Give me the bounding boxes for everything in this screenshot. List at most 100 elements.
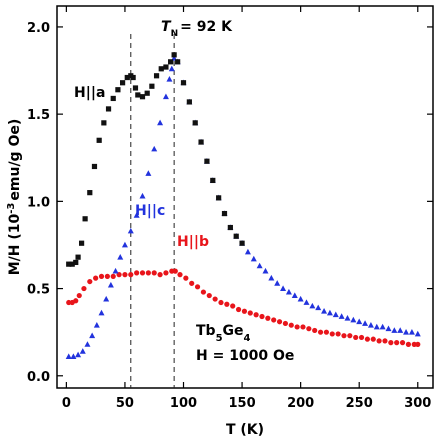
data-point-H-b (323, 329, 330, 335)
data-point-H-b (189, 280, 195, 286)
data-point-H-b (347, 333, 353, 339)
data-point-H-c (309, 302, 316, 309)
data-point-H-c (93, 322, 100, 328)
data-point-H-b (370, 336, 376, 342)
y-tick-label: 0.0 (27, 370, 50, 385)
data-point-H-b (81, 285, 87, 292)
x-tick-label: 100 (170, 396, 197, 411)
data-point-H-c (70, 353, 77, 360)
data-point-H-c (139, 192, 146, 199)
data-point-H-a (101, 120, 107, 126)
series-label-a: H||a (74, 85, 105, 101)
data-point-H-b (224, 301, 230, 307)
data-point-H-b (415, 341, 421, 347)
data-point-H-c (362, 320, 369, 326)
data-point-H-b (241, 308, 248, 314)
data-point-H-c (321, 308, 328, 314)
data-point-H-a (216, 195, 222, 201)
data-point-H-b (382, 338, 388, 344)
data-point-H-c (151, 145, 158, 152)
data-point-H-c (79, 348, 86, 354)
data-point-H-a (198, 139, 204, 145)
data-point-H-b (104, 273, 110, 279)
data-point-H-c (112, 267, 119, 274)
y-tick-label: 1.5 (27, 108, 50, 123)
y-tick-label: 2.0 (27, 21, 50, 36)
data-point-H-b (93, 275, 99, 281)
data-point-H-c (162, 93, 169, 100)
axis-ticks (57, 6, 433, 388)
data-point-H-a (135, 92, 141, 98)
data-point-H-b (122, 272, 128, 278)
data-point-H-b (388, 340, 394, 346)
data-point-H-a (105, 106, 112, 112)
data-point-H-b (282, 320, 289, 327)
data-point-H-b (73, 298, 79, 304)
data-point-H-a (158, 66, 164, 72)
data-point-H-a (87, 190, 93, 196)
data-point-H-a (132, 85, 139, 91)
data-point-H-a (144, 90, 150, 96)
data-point-H-a (124, 74, 130, 81)
tick-labels: 0 50 100 150 200 250 300 0.0 0.5 1.0 1.5 2.0 (27, 21, 431, 411)
data-point-H-c (356, 318, 363, 325)
data-point-H-c (344, 315, 351, 321)
tn-annotation: TN = 92 K (161, 19, 233, 39)
data-point-H-b (294, 324, 300, 330)
data-point-H-a (139, 94, 146, 100)
y-axis-label-part-2: emu/g Oe) (7, 119, 23, 201)
data-point-H-b (145, 270, 151, 276)
y-axis-label-exponent: -3 (6, 203, 17, 214)
data-point-H-b (163, 270, 169, 276)
data-point-H-c (166, 76, 173, 82)
data-point-H-a (163, 64, 169, 70)
data-point-H-c (297, 295, 304, 302)
data-point-H-c (127, 227, 134, 234)
data-point-H-c (157, 119, 164, 126)
data-point-H-b (110, 273, 116, 279)
data-point-H-a (168, 59, 174, 65)
data-point-H-b (259, 313, 265, 320)
data-point-H-c (403, 328, 410, 335)
data-point-H-c (303, 299, 310, 305)
data-point-H-b (317, 329, 324, 335)
data-point-H-b (288, 322, 294, 328)
data-point-H-b (364, 336, 371, 342)
data-point-H-b (98, 273, 105, 279)
data-point-H-c (280, 285, 287, 291)
data-point-H-c (133, 212, 140, 218)
data-point-H-a (180, 80, 187, 86)
tn-annotation-symbol: T (161, 19, 172, 35)
series-label-c: H||c (135, 203, 165, 219)
data-point-H-a (110, 95, 116, 102)
x-tick-label: 300 (404, 396, 431, 411)
data-point-H-b (247, 310, 253, 316)
data-point-H-c (379, 323, 386, 330)
data-marks (65, 52, 421, 360)
data-point-H-c (117, 253, 124, 260)
data-point-H-c (291, 292, 298, 298)
field-label: H = 1000 Oe (196, 348, 294, 364)
data-point-H-c (350, 316, 357, 323)
data-point-H-b (394, 340, 400, 346)
data-point-H-b (399, 340, 406, 346)
data-point-H-c (274, 280, 281, 286)
data-point-H-c (65, 353, 72, 360)
data-point-H-c (385, 325, 392, 332)
data-point-H-a (96, 137, 102, 143)
data-point-H-a (171, 52, 177, 58)
data-point-H-a (186, 99, 192, 105)
y-tick-label: 0.5 (27, 283, 50, 298)
data-point-H-b (306, 326, 312, 332)
data-point-H-c (332, 311, 339, 318)
data-point-H-b (212, 296, 218, 302)
data-point-H-b (87, 278, 93, 285)
data-point-H-c (268, 274, 275, 281)
x-tick-label: 150 (229, 396, 256, 411)
data-point-H-c (98, 309, 105, 316)
reference-lines (130, 34, 175, 388)
data-point-H-a (69, 261, 75, 267)
data-point-H-c (397, 327, 404, 333)
data-point-H-b (376, 338, 382, 344)
